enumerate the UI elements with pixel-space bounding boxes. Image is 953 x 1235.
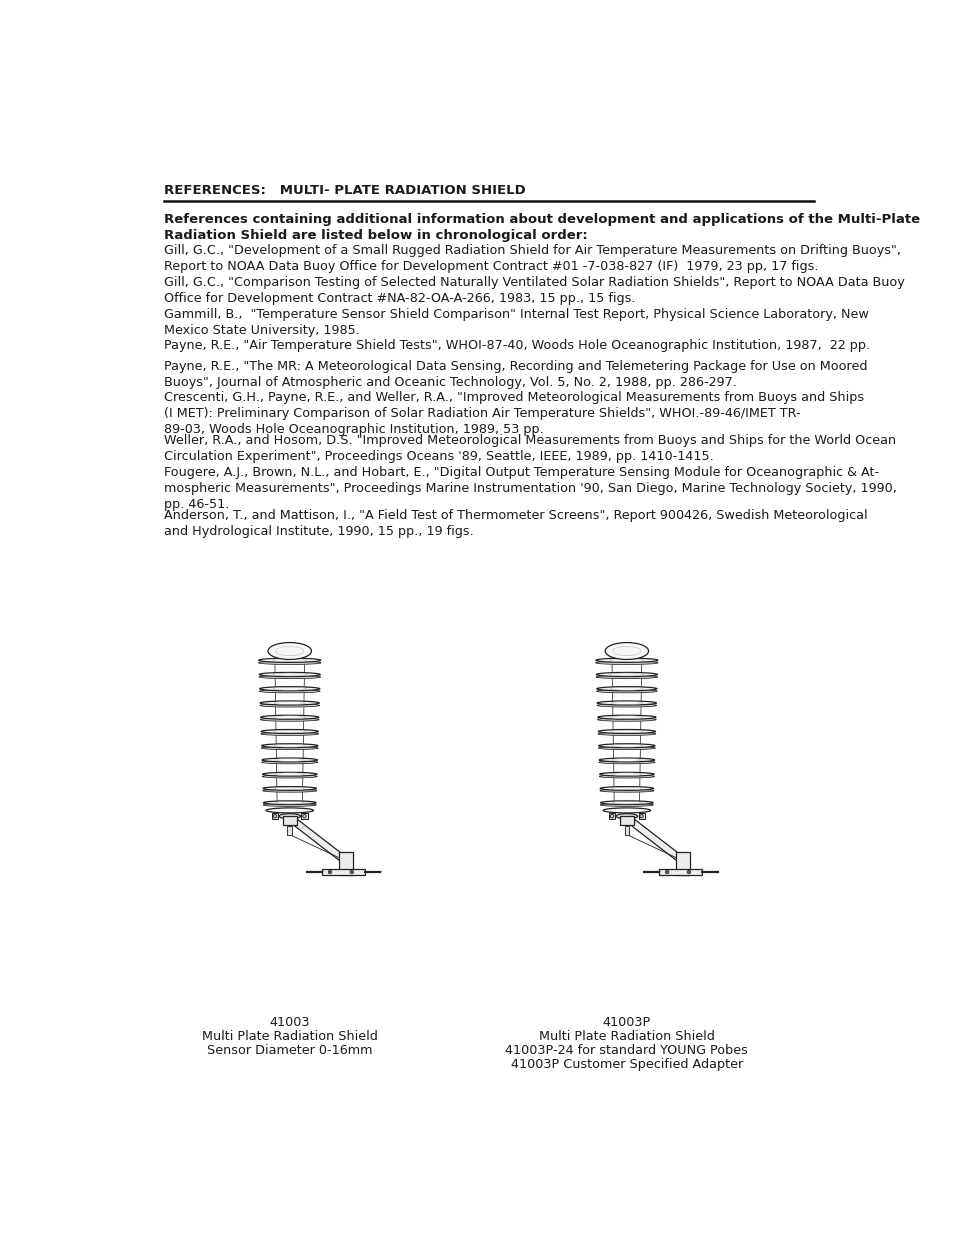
Ellipse shape — [602, 808, 650, 813]
Circle shape — [350, 871, 353, 873]
Ellipse shape — [604, 642, 648, 659]
Ellipse shape — [259, 687, 319, 690]
Polygon shape — [628, 818, 684, 863]
Text: Weller, R.A., and Hosom, D.S. "Improved Meteorological Measurements from Buoys a: Weller, R.A., and Hosom, D.S. "Improved … — [164, 435, 896, 463]
Text: Sensor Diameter 0-16mm: Sensor Diameter 0-16mm — [207, 1044, 372, 1057]
Ellipse shape — [596, 658, 658, 662]
Ellipse shape — [259, 704, 319, 708]
Ellipse shape — [599, 804, 653, 806]
Ellipse shape — [599, 787, 653, 790]
Bar — [301, 814, 307, 819]
Ellipse shape — [596, 672, 657, 677]
Ellipse shape — [599, 800, 653, 804]
Circle shape — [686, 871, 690, 873]
Ellipse shape — [258, 661, 321, 664]
Ellipse shape — [598, 761, 654, 763]
Ellipse shape — [599, 789, 653, 792]
Ellipse shape — [260, 718, 319, 721]
Text: Fougere, A.J., Brown, N.L., and Hobart, E., "Digital Output Temperature Sensing : Fougere, A.J., Brown, N.L., and Hobart, … — [164, 466, 896, 511]
Ellipse shape — [598, 743, 655, 747]
Text: REFERENCES:   MULTI- PLATE RADIATION SHIELD: REFERENCES: MULTI- PLATE RADIATION SHIEL… — [164, 184, 525, 198]
Ellipse shape — [598, 715, 656, 719]
Ellipse shape — [598, 746, 655, 750]
Ellipse shape — [596, 689, 657, 693]
Ellipse shape — [260, 732, 318, 735]
Bar — [624, 826, 629, 835]
Ellipse shape — [263, 800, 315, 804]
Text: References containing additional information about development and applications : References containing additional informa… — [164, 212, 920, 242]
Ellipse shape — [262, 758, 317, 762]
Ellipse shape — [262, 776, 317, 778]
Text: 41003: 41003 — [269, 1016, 310, 1029]
Ellipse shape — [261, 761, 317, 763]
Ellipse shape — [268, 642, 311, 659]
Ellipse shape — [260, 715, 318, 719]
Circle shape — [610, 814, 613, 818]
Ellipse shape — [262, 772, 316, 776]
Bar — [659, 869, 701, 874]
Bar — [282, 816, 296, 825]
Ellipse shape — [259, 672, 320, 677]
Ellipse shape — [261, 746, 318, 750]
Circle shape — [639, 814, 642, 818]
Circle shape — [302, 814, 306, 818]
Ellipse shape — [278, 814, 300, 819]
Text: 41003P: 41003P — [602, 1016, 650, 1029]
Ellipse shape — [597, 701, 656, 705]
Text: 41003P-24 for standard YOUNG Pobes: 41003P-24 for standard YOUNG Pobes — [505, 1044, 747, 1057]
Circle shape — [273, 814, 276, 818]
Bar — [287, 826, 292, 835]
Ellipse shape — [598, 776, 654, 778]
Bar — [619, 816, 633, 825]
Ellipse shape — [258, 676, 320, 679]
Ellipse shape — [266, 808, 314, 813]
Text: 41003P Customer Specified Adapter: 41003P Customer Specified Adapter — [510, 1057, 742, 1071]
Text: Crescenti, G.H., Payne, R.E., and Weller, R.A., "Improved Meteorological Measure: Crescenti, G.H., Payne, R.E., and Weller… — [164, 391, 863, 436]
Ellipse shape — [595, 661, 658, 664]
Text: Payne, R.E., "The MR: A Meteorological Data Sensing, Recording and Telemetering : Payne, R.E., "The MR: A Meteorological D… — [164, 359, 867, 389]
Text: Payne, R.E., "Air Temperature Shield Tests", WHOI-87-40, Woods Hole Oceanographi: Payne, R.E., "Air Temperature Shield Tes… — [164, 340, 869, 352]
Ellipse shape — [599, 772, 654, 776]
Polygon shape — [292, 818, 347, 863]
Bar — [322, 869, 365, 874]
Text: Multi Plate Radiation Shield: Multi Plate Radiation Shield — [538, 1030, 714, 1042]
Ellipse shape — [261, 743, 317, 747]
Text: Anderson, T., and Mattison, I., "A Field Test of Thermometer Screens", Report 90: Anderson, T., and Mattison, I., "A Field… — [164, 509, 867, 538]
Ellipse shape — [597, 718, 656, 721]
Ellipse shape — [259, 689, 320, 693]
Ellipse shape — [263, 804, 316, 806]
Ellipse shape — [258, 658, 320, 662]
Ellipse shape — [260, 701, 319, 705]
Ellipse shape — [597, 687, 657, 690]
Text: Gill, G.C., "Development of a Small Rugged Radiation Shield for Air Temperature : Gill, G.C., "Development of a Small Rugg… — [164, 245, 901, 273]
Text: Multi Plate Radiation Shield: Multi Plate Radiation Shield — [202, 1030, 377, 1042]
Circle shape — [665, 871, 668, 873]
Circle shape — [328, 871, 332, 873]
Text: Gill, G.C., "Comparison Testing of Selected Naturally Ventilated Solar Radiation: Gill, G.C., "Comparison Testing of Selec… — [164, 277, 904, 305]
Bar — [638, 814, 644, 819]
Bar — [338, 852, 353, 874]
Ellipse shape — [598, 758, 654, 762]
Ellipse shape — [597, 704, 656, 708]
Ellipse shape — [596, 676, 657, 679]
Ellipse shape — [616, 814, 637, 819]
Ellipse shape — [261, 730, 318, 734]
Ellipse shape — [263, 787, 316, 790]
Bar — [675, 852, 689, 874]
Ellipse shape — [598, 730, 655, 734]
Bar — [608, 814, 615, 819]
Ellipse shape — [262, 789, 316, 792]
Ellipse shape — [598, 732, 655, 735]
Bar — [272, 814, 278, 819]
Text: Gammill, B.,  "Temperature Sensor Shield Comparison" Internal Test Report, Physi: Gammill, B., "Temperature Sensor Shield … — [164, 308, 868, 337]
